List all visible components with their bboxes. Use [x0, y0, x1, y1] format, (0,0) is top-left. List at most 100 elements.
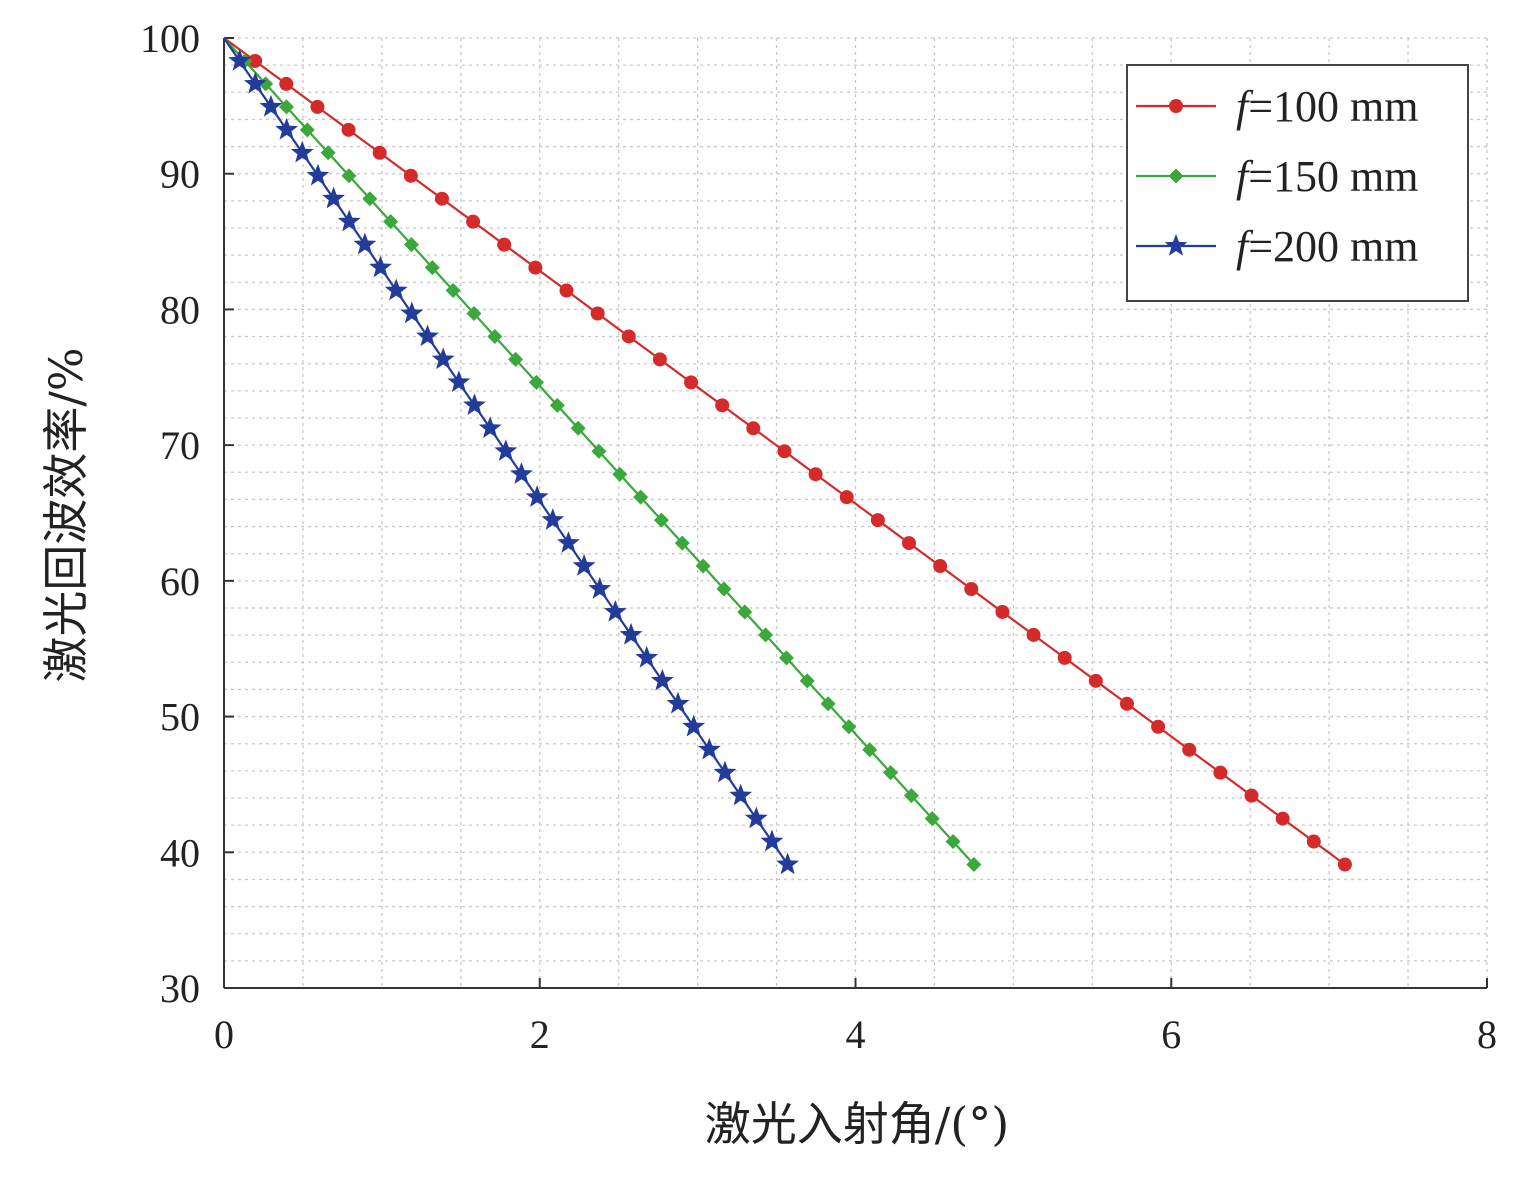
data-point	[259, 94, 283, 117]
x-tick-label: 0	[214, 1012, 234, 1057]
legend-box	[1126, 64, 1469, 302]
data-point	[528, 374, 544, 390]
data-point	[341, 122, 356, 137]
data-point	[883, 765, 899, 781]
data-point	[528, 260, 543, 275]
data-point	[1213, 765, 1228, 780]
data-point	[494, 439, 518, 461]
data-point	[559, 283, 574, 298]
data-point	[684, 375, 699, 390]
y-tick-label: 70	[160, 423, 200, 468]
data-point	[431, 347, 455, 370]
data-point	[633, 489, 649, 505]
data-point	[1306, 834, 1321, 849]
legend-marker	[1164, 234, 1188, 256]
data-point	[1151, 719, 1166, 734]
data-point	[666, 691, 690, 714]
data-point	[1119, 696, 1134, 711]
data-point	[369, 255, 392, 278]
data-point	[383, 214, 399, 230]
data-point	[652, 352, 667, 367]
data-point	[341, 168, 357, 184]
data-point	[697, 737, 721, 760]
data-point	[1244, 788, 1259, 803]
series-1	[223, 37, 1352, 872]
data-point	[603, 599, 627, 622]
y-axis-title: 激光回波效率/%	[39, 347, 93, 682]
y-tick-label: 60	[160, 559, 200, 604]
data-point	[416, 324, 439, 347]
x-tick-label: 8	[1477, 1012, 1497, 1057]
series-2	[223, 37, 982, 872]
data-point	[290, 140, 314, 163]
data-point	[434, 191, 449, 206]
legend-label: f=150 mm	[1236, 152, 1419, 201]
data-point	[1337, 857, 1352, 872]
legend-label: f=200 mm	[1236, 222, 1419, 271]
data-point	[372, 145, 387, 160]
y-tick-label: 40	[160, 830, 200, 875]
data-point	[902, 536, 917, 551]
legend-item: f=150 mm	[1136, 152, 1419, 201]
data-point	[572, 554, 596, 576]
data-point	[746, 421, 761, 436]
data-point	[635, 645, 659, 668]
data-point	[445, 283, 461, 299]
data-point	[903, 788, 919, 804]
legend-label: f=100 mm	[1236, 82, 1419, 131]
x-tick-label: 6	[1161, 1012, 1181, 1057]
data-point	[758, 627, 774, 643]
data-point	[650, 668, 674, 691]
data-point	[619, 622, 643, 645]
data-point	[729, 783, 753, 806]
data-point	[400, 301, 424, 324]
data-point	[497, 237, 512, 252]
data-point	[1182, 742, 1197, 757]
data-point	[841, 719, 857, 735]
data-point	[275, 117, 299, 140]
legend-marker	[1169, 99, 1183, 113]
axes	[223, 37, 1488, 989]
x-axis-title: 激光入射角/(°)	[705, 1097, 1009, 1151]
data-point	[306, 163, 330, 186]
data-point	[945, 834, 961, 850]
data-point	[778, 650, 794, 666]
data-point	[777, 444, 792, 459]
data-point	[1057, 650, 1072, 665]
data-point	[737, 604, 753, 620]
data-point	[320, 145, 336, 161]
data-point	[682, 714, 706, 737]
legend-marker	[1168, 168, 1184, 184]
data-point	[466, 306, 482, 321]
legend-item: f=200 mm	[1136, 222, 1419, 271]
tick-labels: 0 2 4 6 8 30 40 50 60 70 80 90 100	[140, 16, 1497, 1057]
data-point	[487, 328, 503, 344]
series-3	[223, 37, 800, 875]
data-point	[362, 191, 378, 207]
data-point	[466, 214, 481, 229]
data-point	[322, 186, 345, 209]
data-point	[243, 71, 267, 94]
data-point	[776, 852, 800, 875]
data-point	[310, 99, 325, 114]
data-point	[463, 393, 486, 416]
x-tick-label: 4	[846, 1012, 866, 1057]
data-point	[299, 122, 315, 138]
data-point	[279, 76, 294, 91]
data-point	[674, 535, 690, 551]
data-point	[384, 278, 408, 301]
data-point	[870, 513, 885, 528]
data-point	[995, 604, 1010, 619]
data-point	[557, 531, 580, 553]
data-point	[337, 209, 361, 232]
data-point	[1026, 627, 1041, 642]
data-point	[924, 811, 940, 827]
y-tick-label: 50	[160, 695, 200, 740]
data-point	[590, 306, 605, 321]
y-tick-label: 90	[160, 152, 200, 197]
grid-lines	[224, 37, 1488, 988]
data-point	[591, 443, 607, 459]
data-point	[478, 416, 502, 438]
